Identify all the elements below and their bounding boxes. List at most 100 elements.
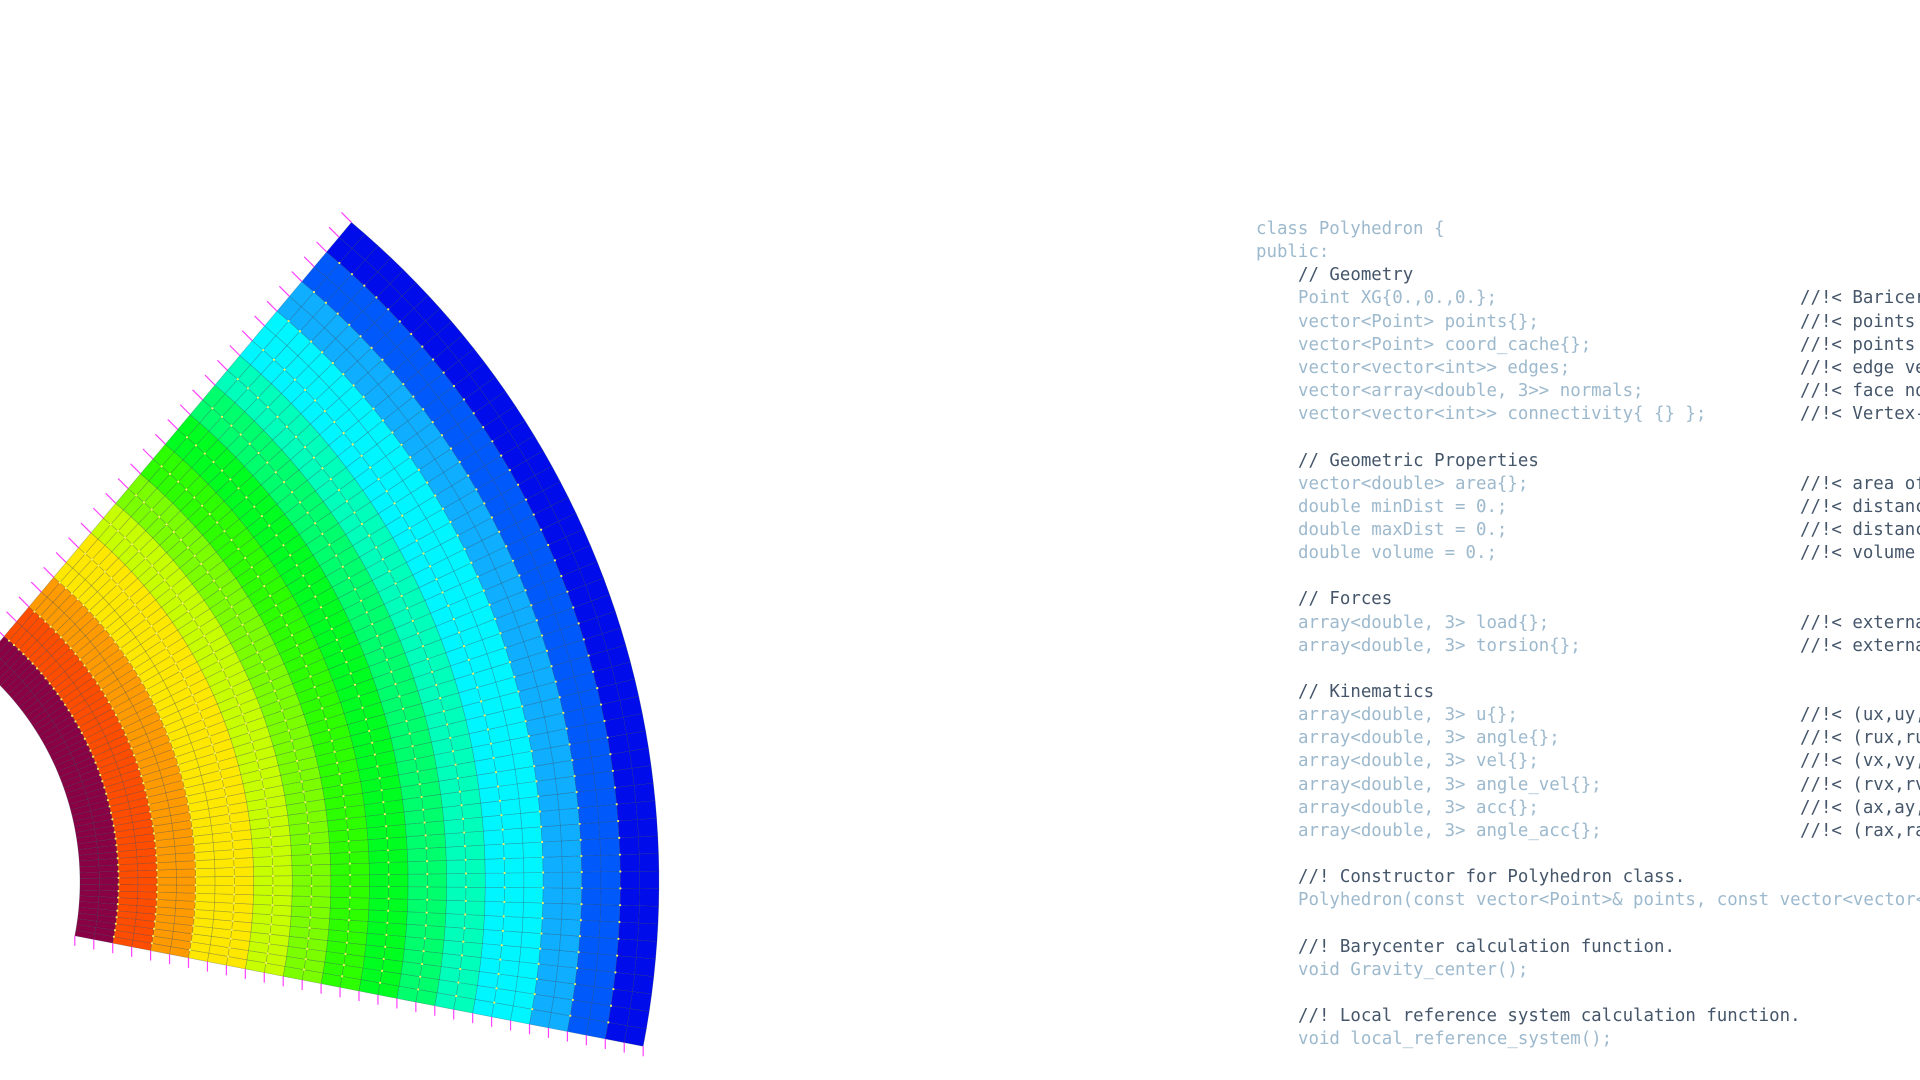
mesh-node xyxy=(537,795,540,798)
constraint-tick xyxy=(341,212,352,223)
code-comment: //!< (rvx,rv xyxy=(1800,774,1920,795)
mesh-node xyxy=(447,604,450,607)
mesh-node xyxy=(440,434,444,437)
mesh-cell xyxy=(98,890,119,898)
mesh-node xyxy=(141,681,144,684)
mesh-node xyxy=(44,620,47,623)
mesh-node xyxy=(387,909,390,912)
mesh-node xyxy=(31,662,34,665)
mesh-cell xyxy=(79,871,100,879)
mesh-node xyxy=(293,378,297,381)
mesh-node xyxy=(314,522,317,525)
mesh-node xyxy=(117,870,120,873)
mesh-node xyxy=(575,790,578,794)
mesh-cell xyxy=(598,920,620,940)
mesh-node xyxy=(452,617,455,621)
mesh-node xyxy=(612,987,615,991)
mesh-node xyxy=(338,261,341,265)
mesh-node xyxy=(99,773,102,777)
constraint-tick xyxy=(254,315,266,327)
mesh-node xyxy=(306,947,309,950)
mesh-node xyxy=(266,952,269,955)
mesh-node xyxy=(456,777,459,780)
mesh-cell xyxy=(550,996,574,1017)
mesh-cell xyxy=(386,922,407,937)
mesh-node xyxy=(192,618,195,621)
code-comment: //!< externa xyxy=(1800,612,1920,633)
mesh-node xyxy=(295,564,298,567)
mesh-node xyxy=(271,904,274,907)
mesh-node xyxy=(232,857,235,860)
mesh-node xyxy=(451,750,455,753)
mesh-node xyxy=(579,838,582,842)
mesh-node xyxy=(501,828,504,831)
mesh-node xyxy=(153,927,156,930)
mesh-node xyxy=(169,586,173,589)
mesh-node xyxy=(500,814,503,817)
mesh-node xyxy=(67,709,70,712)
mesh-node xyxy=(618,904,622,907)
mesh-cell xyxy=(504,872,525,888)
mesh-cell xyxy=(617,819,639,839)
mesh-cell xyxy=(538,948,560,967)
mesh-node xyxy=(463,547,466,551)
mesh-node xyxy=(464,899,467,902)
mesh-cell xyxy=(426,886,447,901)
mesh-node xyxy=(113,929,117,932)
mesh-node xyxy=(518,574,521,577)
mesh-node xyxy=(337,488,341,492)
mesh-node xyxy=(117,889,120,893)
mesh-node xyxy=(333,420,336,424)
mesh-node xyxy=(117,896,120,899)
mesh-node xyxy=(40,672,43,675)
mesh-node xyxy=(267,816,270,819)
mesh-cell xyxy=(272,855,293,867)
mesh-node xyxy=(90,558,94,561)
mesh-node xyxy=(165,523,168,526)
mesh-node xyxy=(304,388,307,392)
mesh-cell xyxy=(619,904,640,924)
mesh-node xyxy=(69,647,72,650)
mesh-cell xyxy=(539,933,561,951)
mesh-node xyxy=(582,638,585,641)
mesh-node xyxy=(406,607,409,610)
mesh-node xyxy=(264,961,268,965)
mesh-cell xyxy=(213,901,235,913)
mesh-node xyxy=(268,826,271,829)
mesh-node xyxy=(74,652,77,655)
mesh-node xyxy=(58,581,61,584)
mesh-node xyxy=(426,481,429,484)
mesh-cell xyxy=(291,885,312,897)
mesh-node xyxy=(321,467,324,470)
mesh-node xyxy=(213,752,217,755)
mesh-node xyxy=(282,544,285,547)
mesh-node xyxy=(348,896,352,899)
mesh-node xyxy=(230,605,233,608)
mesh-cell xyxy=(497,783,520,802)
mesh-cell xyxy=(369,874,390,887)
mesh-node xyxy=(505,545,508,548)
mesh-node xyxy=(104,628,107,631)
mesh-cell xyxy=(388,873,409,888)
code-comment: //!< points xyxy=(1800,334,1916,355)
mesh-node xyxy=(493,1001,496,1004)
mesh-node xyxy=(347,919,350,922)
mesh-node xyxy=(163,725,166,728)
mesh-node xyxy=(497,972,500,976)
mesh-node xyxy=(194,867,197,870)
mesh-cell xyxy=(291,864,312,876)
mesh-node xyxy=(117,883,120,886)
mesh-node xyxy=(191,693,194,697)
mesh-node xyxy=(503,857,506,860)
mesh-node xyxy=(416,632,420,635)
mesh-node xyxy=(12,643,16,647)
constraint-tick xyxy=(154,433,166,445)
mesh-node xyxy=(476,575,479,578)
mesh-node xyxy=(502,915,505,918)
mesh-node xyxy=(83,664,86,667)
code-comment: //!< (ax,ay, xyxy=(1800,797,1920,818)
code-line: array<double, 3> load{}; xyxy=(1298,612,1550,633)
mesh-cell xyxy=(619,888,640,907)
code-comment: //!< (ux,uy, xyxy=(1800,705,1920,726)
